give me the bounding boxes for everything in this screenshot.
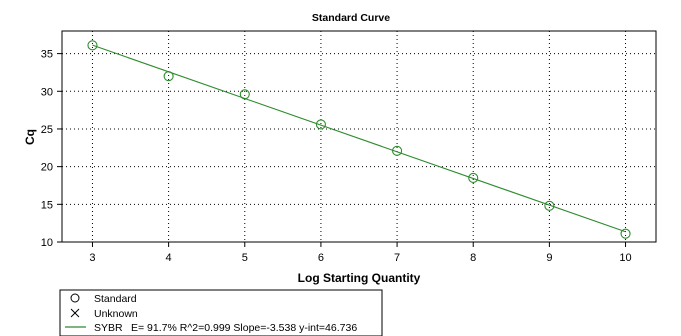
y-tick-label: 10: [41, 237, 53, 249]
x-tick-label: 5: [242, 252, 248, 264]
x-tick-label: 8: [470, 252, 476, 264]
y-axis-ticks: 10 15 20 25 30 35: [41, 49, 62, 249]
data-point: [544, 200, 555, 211]
data-point: [620, 228, 631, 239]
y-tick-label: 25: [41, 124, 53, 136]
legend-sybr-stats: E= 91.7% R^2=0.999 Slope=-3.538 y-int=46…: [131, 322, 357, 334]
legend-unknown-label: Unknown: [94, 308, 138, 320]
legend-standard-label: Standard: [94, 293, 137, 305]
data-point: [392, 145, 403, 156]
y-tick-label: 35: [41, 49, 53, 61]
x-tick-label: 7: [394, 252, 400, 264]
chart-title: Standard Curve: [312, 12, 390, 24]
data-point: [87, 40, 98, 51]
data-point: [163, 71, 174, 82]
sybr-fit-line: [92, 44, 626, 233]
x-tick-label: 10: [619, 252, 631, 264]
data-point: [315, 119, 326, 130]
x-axis-label: Log Starting Quantity: [298, 271, 421, 285]
x-axis-ticks: 3 4 5 6 7 8 9 10: [89, 242, 632, 264]
y-tick-label: 20: [41, 162, 53, 174]
grid-lines: [62, 31, 656, 243]
data-point: [468, 172, 479, 183]
legend: Standard Unknown SYBR E= 91.7% R^2=0.999…: [59, 289, 383, 336]
y-tick-label: 30: [41, 86, 53, 98]
standard-points: [87, 40, 631, 239]
legend-sybr-label: SYBR: [94, 322, 123, 334]
y-axis-label: Cq: [23, 129, 37, 145]
plot-frame: [61, 30, 657, 243]
x-tick-label: 9: [546, 252, 552, 264]
legend-standard-symbol: [70, 293, 80, 303]
legend-box: [59, 289, 383, 336]
x-tick-label: 3: [89, 252, 95, 264]
x-tick-label: 4: [166, 252, 172, 264]
data-point: [239, 89, 250, 100]
legend-unknown-symbol: [70, 308, 80, 318]
y-tick-label: 15: [41, 199, 53, 211]
x-tick-label: 6: [318, 252, 324, 264]
